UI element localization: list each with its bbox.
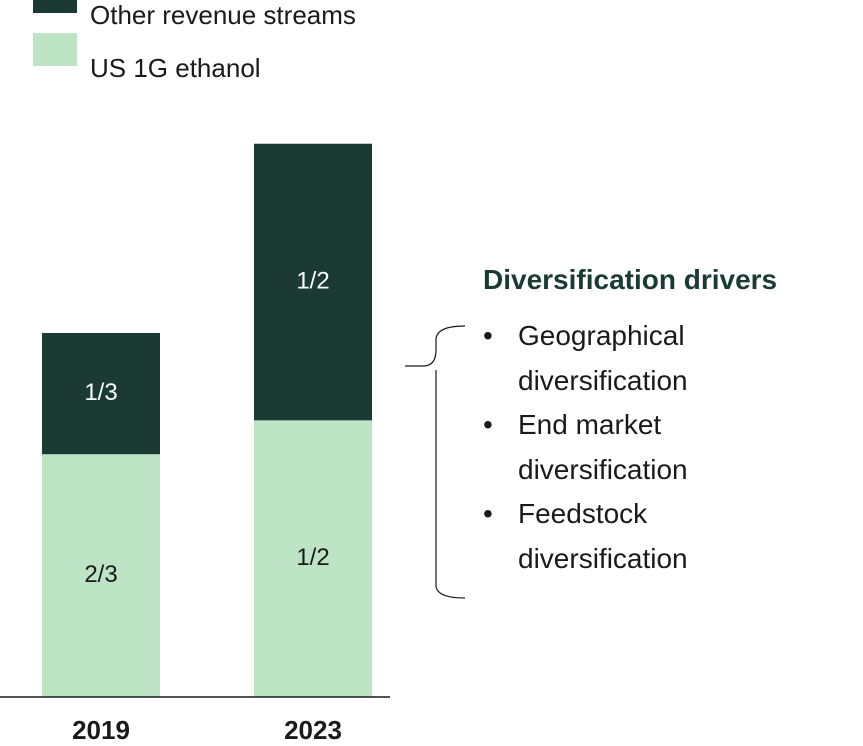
legend-label: US 1G ethanol — [90, 53, 261, 83]
bullet-item: Feedstock diversification — [483, 492, 758, 581]
annotation-title: Diversification drivers — [483, 264, 778, 295]
legend-swatch — [33, 33, 77, 66]
bar-segment — [254, 143, 372, 421]
bullet-list: Geographical diversificationEnd market d… — [483, 314, 863, 581]
data-label: 1/2 — [296, 267, 329, 294]
data-label: 1/3 — [84, 379, 117, 406]
x-tick-label: 2019 — [72, 715, 130, 745]
data-label: 1/2 — [296, 544, 329, 571]
bar-segment — [254, 420, 372, 697]
bar-segment — [42, 454, 160, 697]
x-tick-label: 2023 — [284, 715, 342, 745]
bullet-item: Geographical diversification — [483, 314, 758, 403]
legend-label: Other revenue streams — [90, 0, 356, 30]
bullet-item: End market diversification — [483, 403, 758, 492]
annotation: Diversification drivers Geographical div… — [483, 264, 863, 581]
legend-swatch — [33, 0, 77, 13]
data-label: 2/3 — [84, 561, 117, 588]
brace — [405, 325, 466, 599]
bar-segment — [42, 333, 160, 455]
